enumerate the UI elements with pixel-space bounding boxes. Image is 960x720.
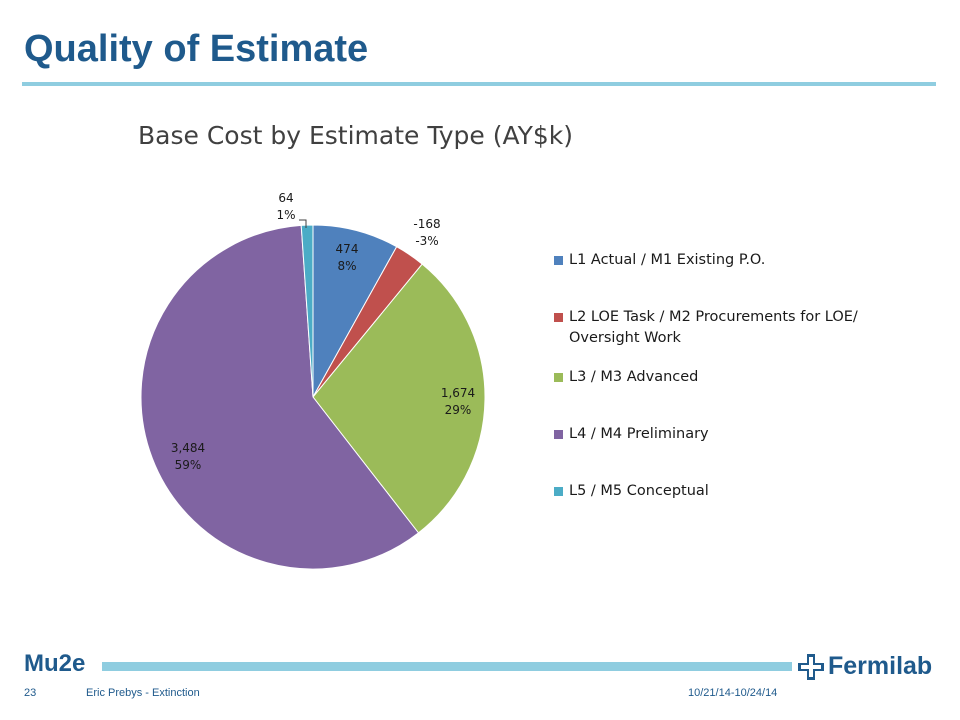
legend-item-l1: L1 Actual / M1 Existing P.O. [554, 250, 899, 271]
legend-label-l3: L3 / M3 Advanced [569, 369, 699, 385]
title-divider [22, 82, 936, 86]
data-label-value-l4: 3,484 [171, 441, 205, 455]
footer-brand: Mu2e [24, 650, 86, 677]
legend-swatch-l2 [554, 313, 563, 322]
legend-item-l3: L3 / M3 Advanced [554, 367, 899, 388]
data-label-percent-l2: -3% [415, 234, 438, 248]
leader-line-l5 [299, 219, 307, 228]
fermilab-logo-icon [798, 653, 824, 680]
data-label-percent-l3: 29% [445, 403, 472, 417]
fermilab-logo: Fermilab [798, 652, 932, 681]
legend-label-l4: L4 / M4 Preliminary [569, 426, 709, 442]
data-label-value-l2: -168 [413, 217, 440, 231]
data-label-percent-l4: 59% [175, 458, 202, 472]
data-label-value-l1: 474 [336, 242, 359, 256]
legend-item-l5: L5 / M5 Conceptual [554, 481, 899, 502]
legend-item-l2: L2 LOE Task / M2 Procurements for LOE/ O… [554, 307, 899, 349]
legend-label-l1: L1 Actual / M1 Existing P.O. [569, 252, 766, 268]
data-label-percent-l1: 8% [337, 259, 356, 273]
chart-title: Base Cost by Estimate Type (AY$k) [138, 121, 574, 150]
legend-swatch-l4 [554, 430, 563, 439]
footer-author: Eric Prebys - Extinction [86, 687, 200, 699]
slide-title: Quality of Estimate [24, 28, 369, 70]
pie-slice-l4 [140, 224, 420, 570]
legend-swatch-l3 [554, 373, 563, 382]
legend-label-l2: L2 LOE Task / M2 Procurements for LOE/ O… [569, 309, 858, 346]
pie-slice-l5 [300, 224, 314, 398]
pie-slice-l3 [312, 263, 486, 534]
data-label-value-l3: 1,674 [441, 386, 475, 400]
footer-date: 10/21/14-10/24/14 [688, 687, 778, 699]
fermilab-logo-text: Fermilab [828, 652, 933, 680]
legend-label-l5: L5 / M5 Conceptual [569, 483, 709, 499]
data-label-value-l5: 64 [278, 191, 293, 205]
data-label-percent-l5: 1% [276, 208, 295, 222]
legend-swatch-l1 [554, 256, 563, 265]
footer-bar [102, 662, 792, 671]
legend-item-l4: L4 / M4 Preliminary [554, 424, 899, 445]
page-number: 23 [24, 687, 37, 699]
legend-swatch-l5 [554, 487, 563, 496]
